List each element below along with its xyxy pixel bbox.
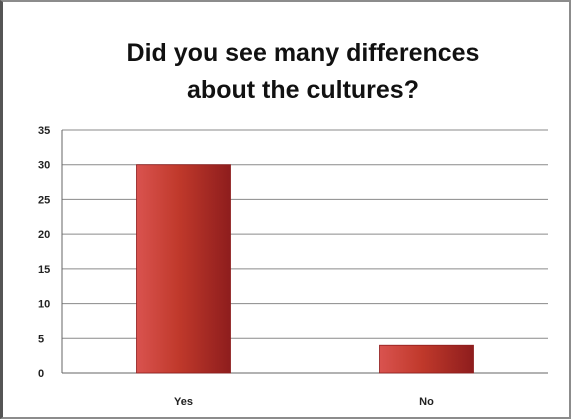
y-tick-label: 20	[38, 229, 50, 241]
y-tick-label: 15	[38, 264, 50, 276]
y-tick-label: 25	[38, 194, 50, 206]
axes	[61, 130, 548, 374]
bars	[136, 164, 474, 374]
x-category-labels: Yes No	[174, 396, 434, 408]
y-tick-label: 30	[38, 160, 50, 172]
x-category-label: Yes	[174, 396, 193, 408]
y-tick-label: 0	[38, 368, 44, 380]
bar-no	[379, 344, 474, 374]
gridlines	[62, 129, 548, 339]
y-tick-labels: 0 5 10 15 20 25 30 35	[38, 125, 50, 380]
chart-title-line-1: Did you see many differences	[126, 39, 480, 67]
chart-title-line-2: about the cultures?	[187, 76, 419, 104]
y-tick-label: 5	[38, 333, 44, 345]
y-tick-label: 35	[38, 125, 50, 137]
x-category-label: No	[419, 396, 434, 408]
y-tick-label: 10	[38, 299, 50, 311]
bar-yes	[136, 164, 231, 374]
